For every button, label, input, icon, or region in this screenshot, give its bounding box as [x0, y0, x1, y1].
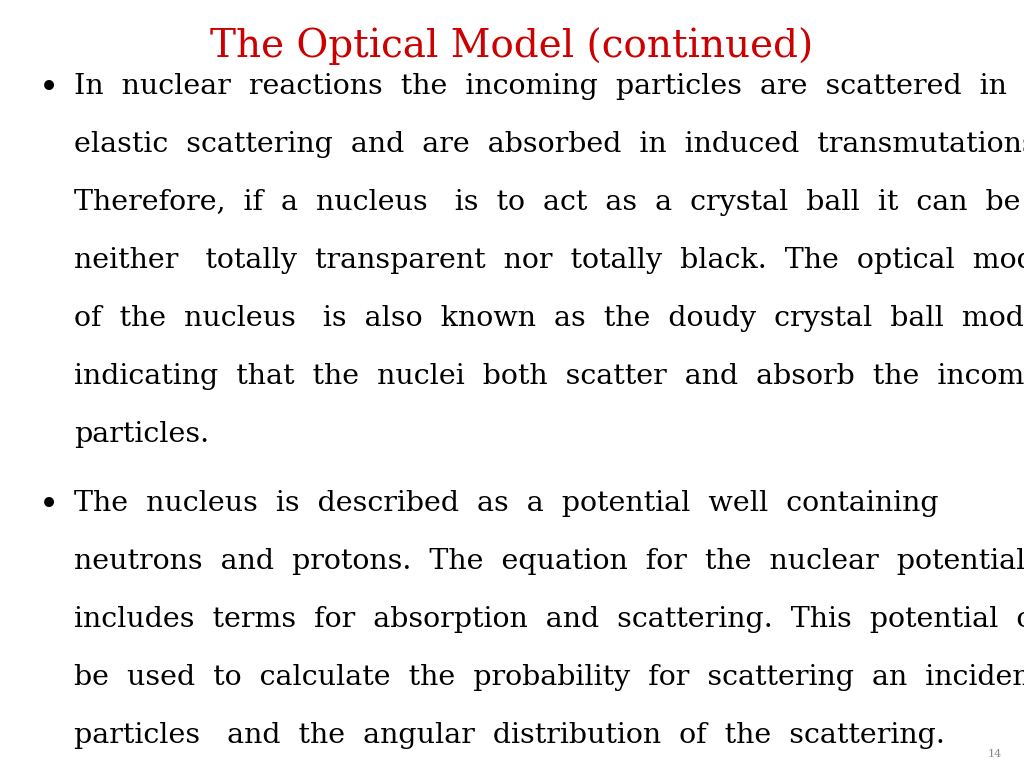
Text: of  the  nucleus   is  also  known  as  the  doudy  crystal  ball  model,: of the nucleus is also known as the doud… — [74, 305, 1024, 332]
Text: indicating  that  the  nuclei  both  scatter  and  absorb  the  incoming: indicating that the nuclei both scatter … — [74, 362, 1024, 390]
Text: elastic  scattering  and  are  absorbed  in  induced  transmutations.: elastic scattering and are absorbed in i… — [74, 131, 1024, 158]
Text: includes  terms  for  absorption  and  scattering.  This  potential  can: includes terms for absorption and scatte… — [74, 607, 1024, 634]
Text: neither   totally  transparent  nor  totally  black.  The  optical  model: neither totally transparent nor totally … — [74, 247, 1024, 274]
Text: The  nucleus  is  described  as  a  potential  well  containing: The nucleus is described as a potential … — [74, 490, 938, 518]
Text: neutrons  and  protons.  The  equation  for  the  nuclear  potential: neutrons and protons. The equation for t… — [74, 548, 1024, 575]
Text: •: • — [39, 490, 59, 522]
Text: •: • — [39, 73, 59, 105]
Text: particles   and  the  angular  distribution  of  the  scattering.: particles and the angular distribution o… — [74, 722, 944, 750]
Text: particles.: particles. — [74, 421, 209, 448]
Text: The Optical Model (continued): The Optical Model (continued) — [210, 27, 814, 65]
Text: In  nuclear  reactions  the  incoming  particles  are  scattered  in: In nuclear reactions the incoming partic… — [74, 73, 1007, 100]
Text: Therefore,  if  a  nucleus   is  to  act  as  a  crystal  ball  it  can  be: Therefore, if a nucleus is to act as a c… — [74, 189, 1020, 216]
Text: be  used  to  calculate  the  probability  for  scattering  an  incident: be used to calculate the probability for… — [74, 664, 1024, 691]
Text: 14: 14 — [987, 749, 1001, 759]
